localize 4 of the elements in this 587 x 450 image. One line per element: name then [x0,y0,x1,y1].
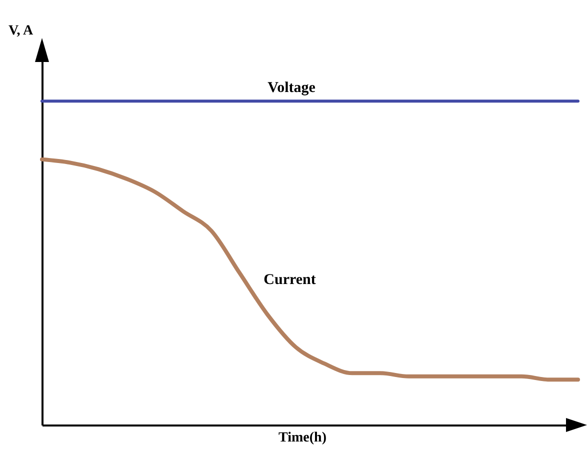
series-label: Current [264,272,316,288]
series-label: Voltage [268,80,316,96]
x-axis-title: Time(h) [278,430,327,446]
y-axis-title: V, A [8,24,34,38]
